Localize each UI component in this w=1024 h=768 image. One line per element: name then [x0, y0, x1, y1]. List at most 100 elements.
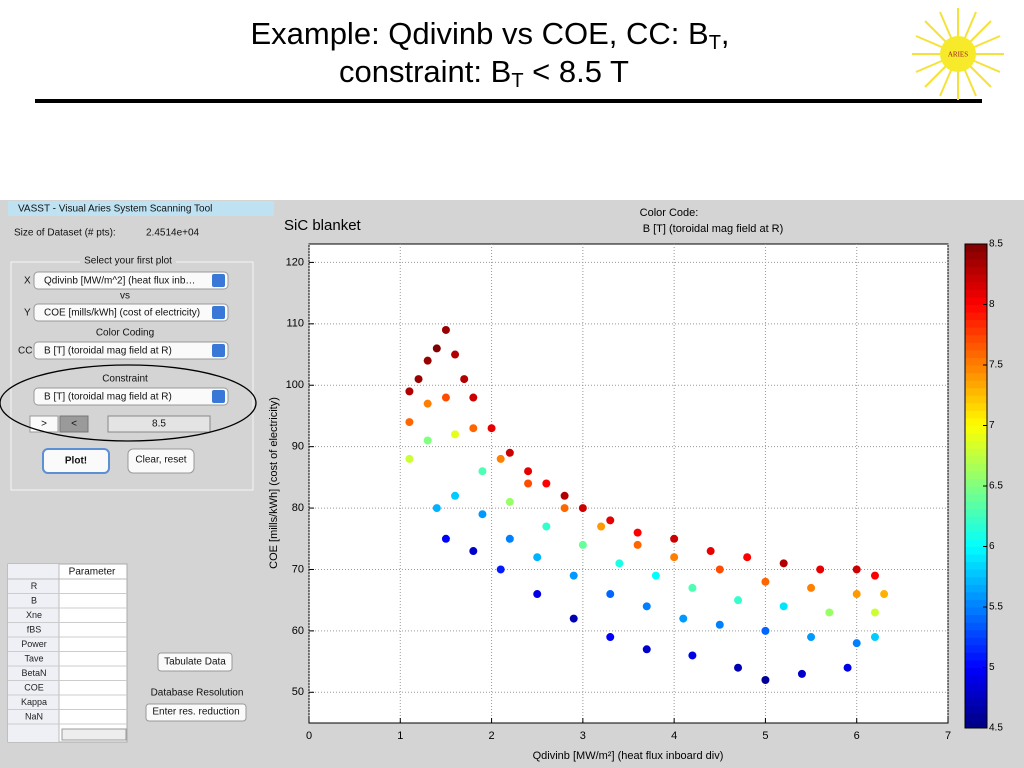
- scatter-point: [606, 516, 615, 525]
- colorbar-tick-label: 4.5: [989, 723, 1003, 734]
- table-row-label: fBS: [27, 624, 42, 634]
- title: constraint: BT < 8.5 T: [339, 54, 629, 92]
- button[interactable]: [42, 448, 110, 474]
- scatter-point: [670, 534, 679, 543]
- logo: ARIES: [912, 8, 1004, 100]
- scatter-point: [469, 424, 478, 433]
- label: Database Resolution: [151, 688, 244, 699]
- input-text: 8.5: [152, 419, 166, 430]
- title-text: ,: [721, 16, 730, 51]
- table-row-label: R: [31, 581, 38, 591]
- scatter-point: [505, 448, 514, 457]
- scatter-point: [816, 565, 825, 574]
- colorbar-swatch: [965, 705, 987, 714]
- colorbar-swatch: [965, 644, 987, 653]
- colorbar-swatch: [965, 274, 987, 283]
- scatter-point: [487, 424, 496, 433]
- y-tick-label: 90: [292, 441, 304, 453]
- x-tick-label: 4: [671, 730, 677, 742]
- colorbar-swatch: [965, 682, 987, 691]
- title: Example: Qdivinb vs COE, CC: BT,: [250, 16, 729, 54]
- y-tick-label: 100: [286, 379, 304, 391]
- colorbar-swatch: [965, 440, 987, 449]
- dropdown[interactable]: [33, 387, 229, 406]
- dropdown[interactable]: [33, 271, 229, 290]
- colorbar-swatch: [965, 486, 987, 495]
- scatter-point: [569, 614, 578, 623]
- scatter-point: [852, 639, 861, 648]
- table-row-label: COE: [24, 682, 44, 692]
- colorbar-swatch: [965, 365, 987, 374]
- dropdown-text: B [T] (toroidal mag field at R): [44, 346, 172, 357]
- label: CC: [18, 346, 32, 357]
- x-tick-label: 2: [489, 730, 495, 742]
- colorbar-swatch: [965, 342, 987, 351]
- scatter-point: [642, 602, 651, 611]
- scatter-point: [451, 430, 460, 439]
- button-text: Clear, reset: [135, 455, 186, 466]
- scatter-point: [432, 344, 441, 353]
- scatter-point: [423, 436, 432, 445]
- colorbar-swatch: [965, 296, 987, 305]
- scatter-point: [578, 504, 587, 513]
- colorbar-swatch: [965, 433, 987, 442]
- scatter-point: [743, 553, 752, 562]
- label: Constraint: [102, 374, 148, 385]
- button[interactable]: [157, 652, 233, 672]
- scatter-point: [469, 393, 478, 402]
- scatter-point: [505, 497, 514, 506]
- y-tick-label: 80: [292, 502, 304, 514]
- button[interactable]: [145, 703, 247, 722]
- table-row-label: BetaN: [21, 668, 46, 678]
- colorbar-swatch: [965, 690, 987, 699]
- colorbar-swatch: [965, 508, 987, 517]
- group-label-bg: [80, 255, 176, 267]
- button-text: Enter res. reduction: [152, 707, 239, 718]
- button-text: <: [71, 419, 77, 430]
- x-tick-label: 0: [306, 730, 312, 742]
- scatter-point: [441, 325, 450, 334]
- scatter-point: [606, 633, 615, 642]
- scatter-point: [414, 375, 423, 384]
- colorbar-swatch: [965, 667, 987, 676]
- x-axis-label: Qdivinb [MW/m²] (heat flux inboard div): [533, 750, 724, 762]
- scatter-point: [615, 559, 624, 568]
- colorbar-tick-label: 8: [989, 299, 995, 310]
- colorbar-swatch: [965, 470, 987, 479]
- scatter-point: [451, 491, 460, 500]
- scatter-point: [734, 596, 743, 605]
- scatter-point: [533, 590, 542, 599]
- colorbar-swatch: [965, 712, 987, 721]
- window-title-bar: [8, 201, 274, 216]
- colorbar-tick-label: 7: [989, 420, 995, 431]
- y-axis-label: COE [mills/kWh] (cost of electricity): [268, 397, 280, 569]
- scatter-point: [688, 583, 697, 592]
- scatter-point: [870, 608, 879, 617]
- colorbar-tick-label: 5: [989, 662, 995, 673]
- colorbar-swatch: [965, 478, 987, 487]
- scrollbar[interactable]: [61, 728, 127, 741]
- colorbar-swatch: [965, 675, 987, 684]
- colorbar-swatch: [965, 659, 987, 668]
- button[interactable]: [59, 415, 89, 433]
- scatter-point: [451, 350, 460, 359]
- title-subscript: T: [709, 32, 721, 54]
- colorbar-swatch: [965, 319, 987, 328]
- button-text: Tabulate Data: [164, 657, 226, 668]
- button[interactable]: [127, 448, 195, 474]
- window-title: VASST - Visual Aries System Scanning Too…: [18, 204, 212, 215]
- scatter-point: [533, 553, 542, 562]
- colorbar-swatch: [965, 417, 987, 426]
- colorbar-swatch: [965, 561, 987, 570]
- colorbar-tick-label: 6.5: [989, 481, 1003, 492]
- colorbar-swatch: [965, 463, 987, 472]
- colorbar-swatch: [965, 448, 987, 457]
- dropdown[interactable]: [33, 303, 229, 322]
- table-header: Parameter: [69, 567, 116, 578]
- input[interactable]: [107, 415, 211, 433]
- scatter-point: [405, 418, 414, 427]
- x-tick-label: 5: [762, 730, 768, 742]
- table-row-label: Power: [21, 639, 47, 649]
- dropdown[interactable]: [33, 341, 229, 360]
